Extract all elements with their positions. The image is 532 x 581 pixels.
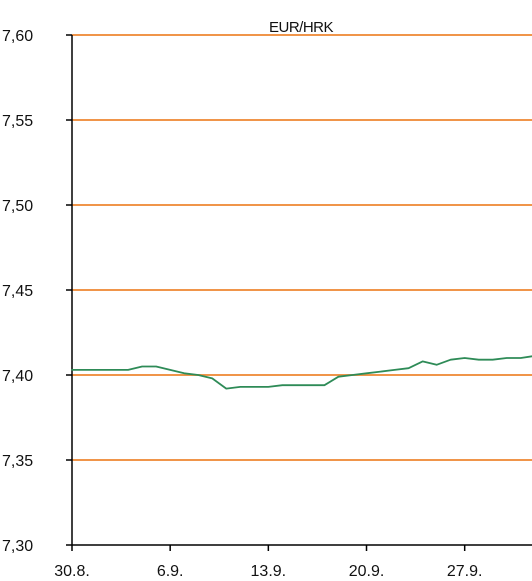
gridlines (72, 34, 532, 461)
series-lines (71, 355, 532, 390)
x-tick-label: 13.9. (251, 563, 287, 580)
tick-labels: 7,30 7,35 7,40 7,45 7,50 7,55 7,60 30.8. 6.9. 13.… (2, 28, 482, 580)
y-tick-label: 7,45 (2, 283, 33, 300)
y-tick-label: 7,40 (2, 368, 33, 385)
chart-title: EUR/HRK (269, 19, 334, 36)
y-tick-label: 7,60 (2, 28, 33, 45)
y-tick-label: 7,35 (2, 453, 33, 470)
series-line-eur-hrk (71, 355, 532, 390)
x-tick-label: 30.8. (54, 563, 90, 580)
axes (66, 34, 532, 551)
y-tick-label: 7,30 (2, 538, 33, 555)
y-tick-label: 7,55 (2, 113, 33, 130)
x-tick-label: 27.9. (447, 563, 483, 580)
x-tick-label: 6.9. (157, 563, 184, 580)
y-tick-label: 7,50 (2, 198, 33, 215)
x-tick-label: 20.9. (349, 563, 385, 580)
